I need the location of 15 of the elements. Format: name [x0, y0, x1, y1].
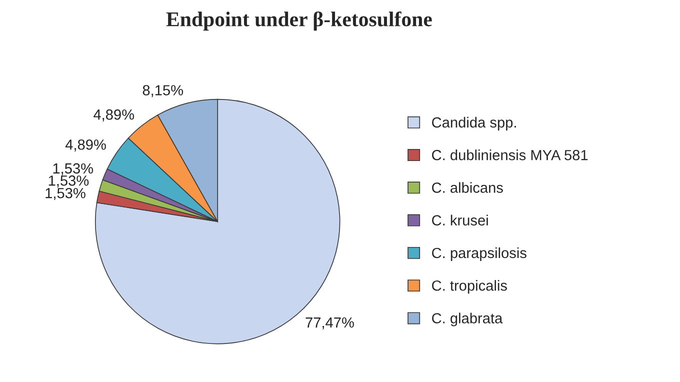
data-label: 1,53% — [48, 175, 89, 188]
data-label: 8,15% — [142, 85, 184, 98]
data-label: 77,47% — [306, 317, 354, 330]
data-label: 1,53% — [53, 163, 94, 176]
data-label: 4,89% — [65, 139, 106, 152]
legend-label: C. tropicalis — [432, 280, 507, 294]
legend-label: Candida spp. — [432, 116, 516, 131]
chart-title: Endpoint under β-ketosulfone — [166, 11, 432, 31]
legend-label: C. glabrata — [432, 312, 503, 326]
legend-label: C. dubliniensis MYA 581 — [432, 150, 588, 160]
legend-label: C. krusei — [432, 214, 488, 226]
legend-label: C. parapsilosis — [432, 247, 526, 262]
data-label: 4,89% — [94, 109, 134, 122]
data-label: 1,53% — [46, 188, 86, 200]
legend-label: C. albicans — [432, 182, 503, 193]
